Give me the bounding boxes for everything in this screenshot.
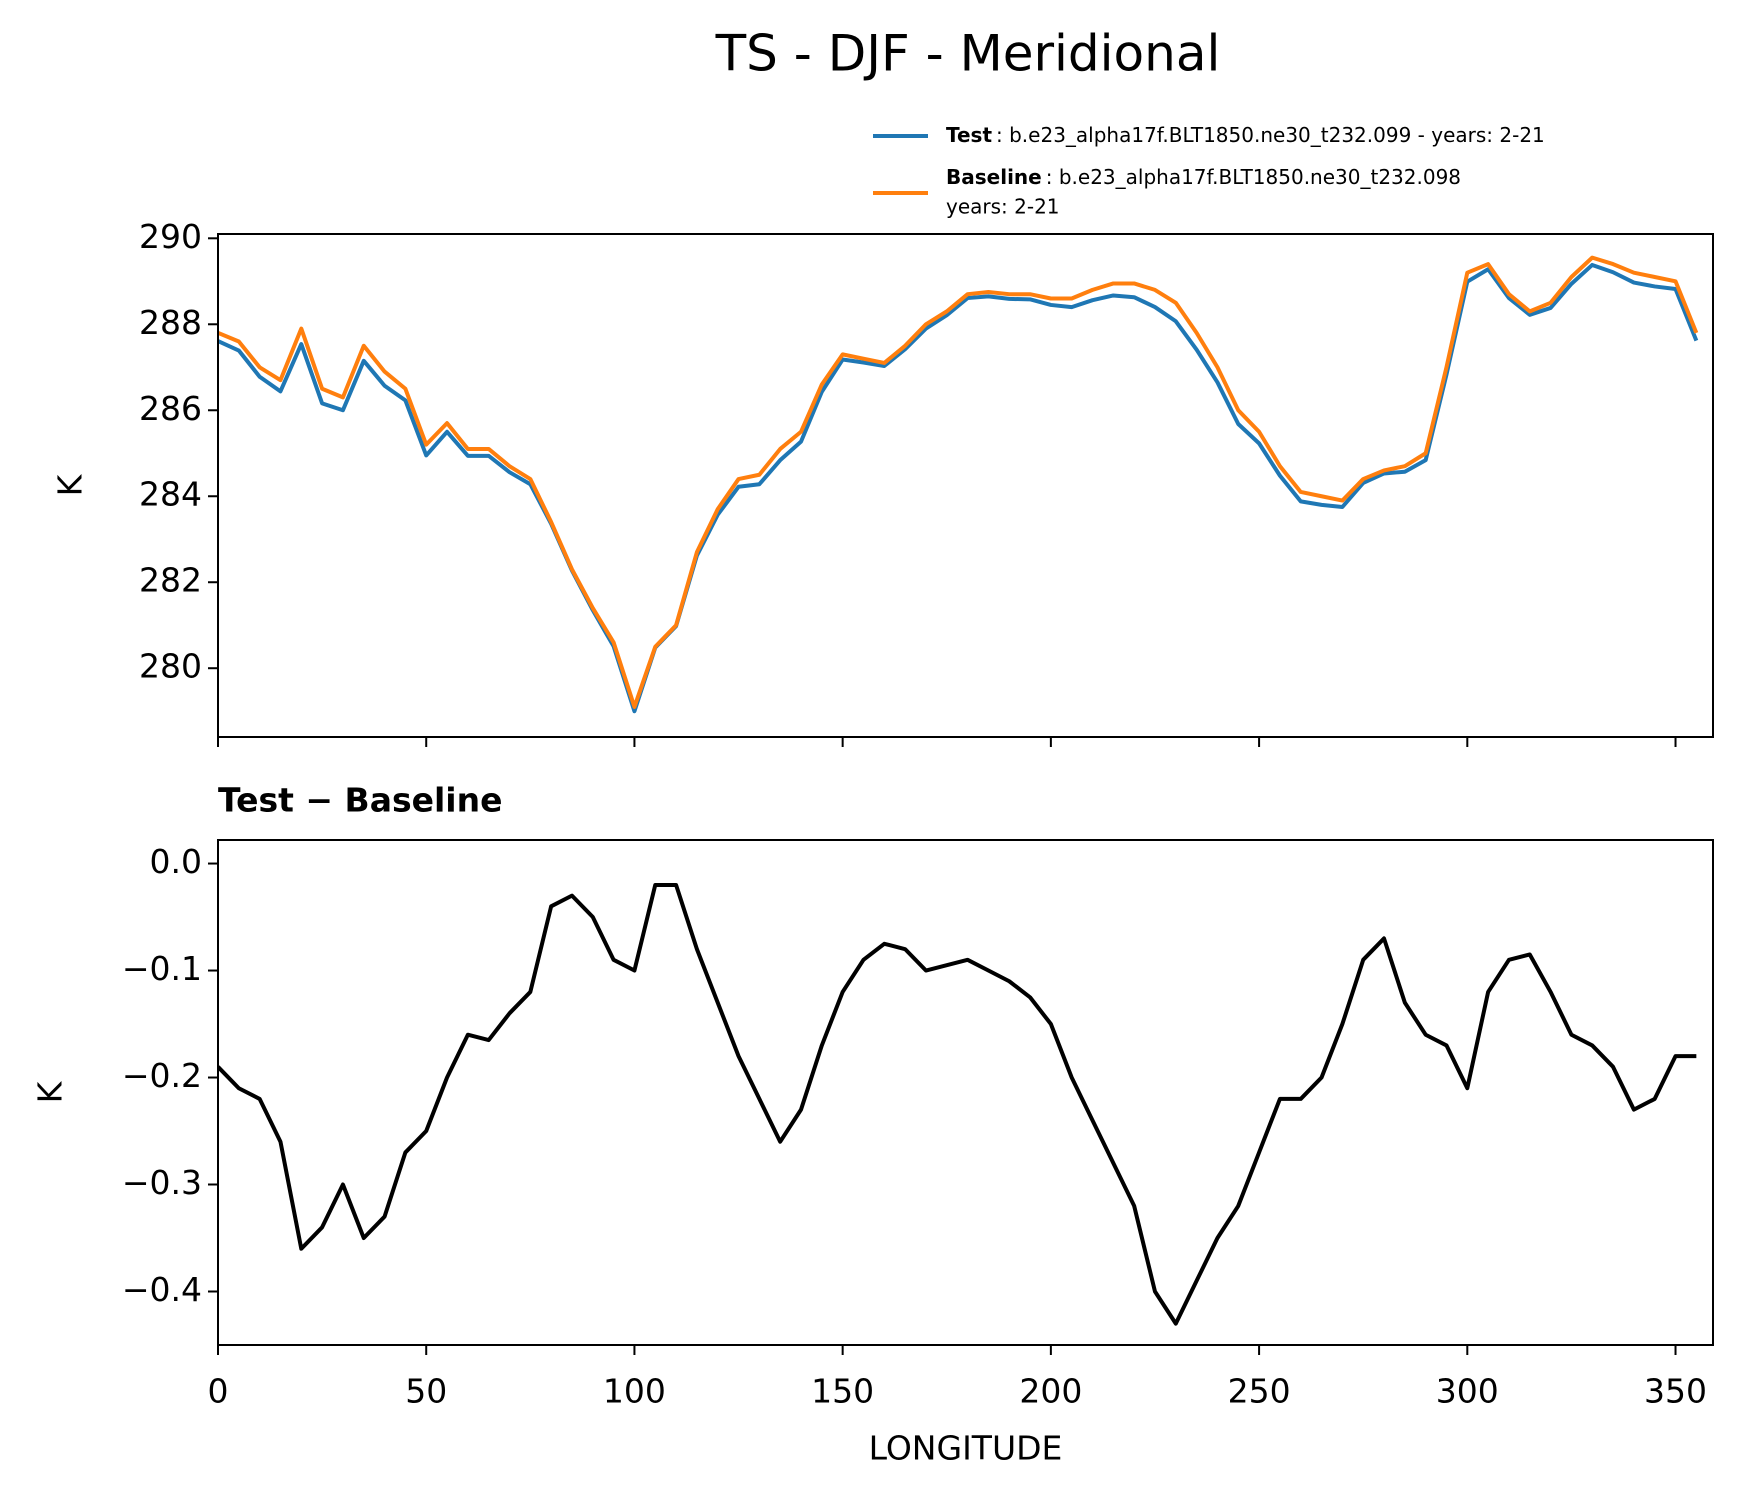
legend-description: years: 2-21 (946, 195, 1060, 219)
series-line (218, 262, 1699, 714)
y-axis-label: K (51, 473, 90, 496)
y-tick-label: 290 (139, 217, 202, 256)
y-tick-label: 282 (139, 561, 202, 600)
y-tick-label: 284 (139, 475, 202, 514)
series-line (218, 255, 1699, 709)
legend-entry: Test: b.e23_alpha17f.BLT1850.ne30_t232.0… (946, 123, 1545, 147)
x-tick-label: 300 (1436, 1372, 1499, 1411)
axes-frame (217, 839, 1714, 1346)
y-axis-label: K (31, 1080, 70, 1103)
y-tick-label: −0.4 (122, 1270, 202, 1309)
series-line (218, 882, 1697, 1326)
x-tick-label: 50 (405, 1372, 447, 1411)
legend-description: : b.e23_alpha17f.BLT1850.ne30_t232.099 -… (996, 123, 1545, 147)
figure-title: TS - DJF - Meridional (715, 25, 1221, 83)
legend-name: Baseline (946, 165, 1042, 189)
y-tick-label: 288 (139, 303, 202, 342)
legend-name: Test (946, 123, 992, 147)
axes-frame (217, 233, 1714, 738)
legend-entry: Baseline: b.e23_alpha17f.BLT1850.ne30_t2… (946, 165, 1461, 189)
x-tick-label: 150 (811, 1372, 874, 1411)
x-tick-label: 350 (1644, 1372, 1707, 1411)
y-tick-label: −0.2 (122, 1056, 202, 1095)
x-axis-label: LONGITUDE (869, 1429, 1063, 1468)
y-tick-label: 0.0 (150, 842, 202, 881)
y-tick-label: 286 (139, 389, 202, 428)
x-tick-label: 200 (1019, 1372, 1082, 1411)
x-tick-label: 100 (603, 1372, 666, 1411)
x-tick-label: 250 (1228, 1372, 1291, 1411)
subplot-title: Test − Baseline (218, 781, 503, 820)
legend-description: : b.e23_alpha17f.BLT1850.ne30_t232.098 (1046, 165, 1461, 189)
y-tick-label: 280 (139, 647, 202, 686)
y-tick-label: −0.1 (122, 949, 202, 988)
y-tick-label: −0.3 (122, 1163, 202, 1202)
x-tick-label: 0 (208, 1372, 229, 1411)
